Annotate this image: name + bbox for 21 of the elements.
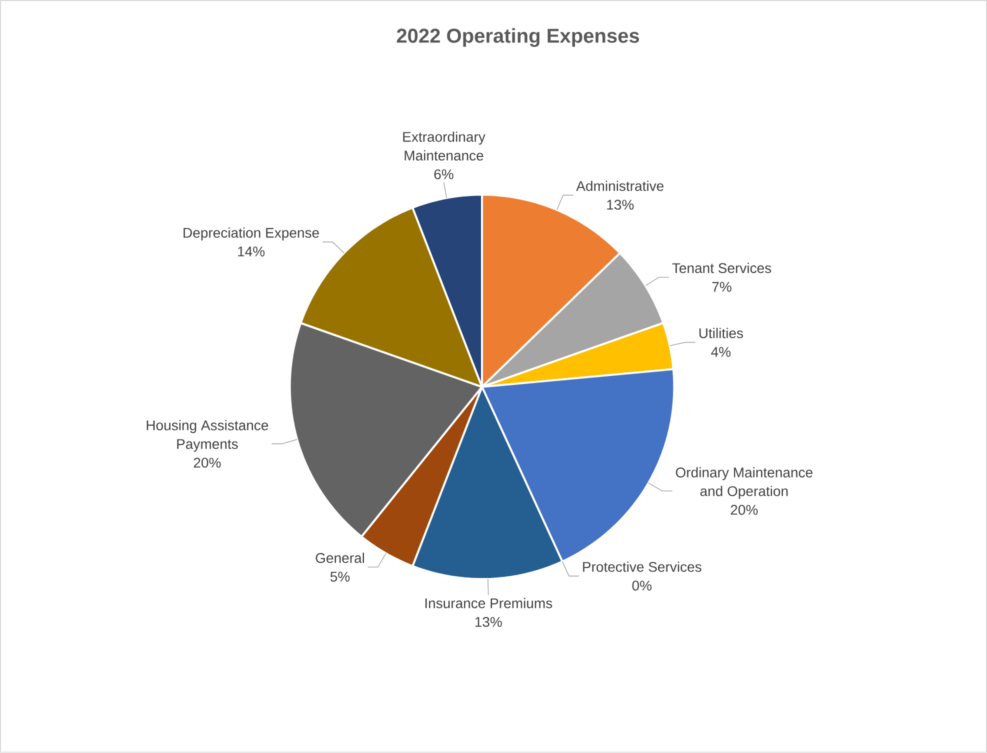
chart-title: 2022 Operating Expenses [396,28,640,48]
legend-label: Protective Services [583,562,702,572]
slice-label: Ordinary Maintenance and Operation [676,467,812,500]
slice-label: Insurance Premiums [425,598,552,608]
data-label: 4% [711,347,731,357]
slice-label: Extraordinary Maintenance [403,132,486,161]
text: 0% [632,580,652,591]
slice-label: Housing Assistance Payments [146,420,268,452]
slice-label: Depreciation Expense [184,228,319,241]
slice-label: Tenant Services [672,262,772,274]
data-label: 5% [330,572,350,582]
data-label: 13% [607,200,634,210]
slice-label: General [316,552,364,564]
data-label: 14% [238,246,265,257]
data-label: 7% [712,282,732,292]
data-label: 13% [475,617,502,628]
data-label: 6% [434,169,454,180]
data-label: 20% [730,505,758,515]
slice-label: Utilities [699,328,743,338]
data-label: 20% [194,458,221,468]
slice-label: Administrative [576,180,664,192]
